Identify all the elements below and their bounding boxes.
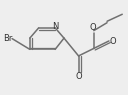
Text: Br: Br bbox=[3, 34, 12, 43]
Text: N: N bbox=[53, 22, 59, 31]
Text: O: O bbox=[90, 23, 96, 32]
Text: O: O bbox=[110, 37, 116, 46]
Text: O: O bbox=[76, 72, 83, 82]
